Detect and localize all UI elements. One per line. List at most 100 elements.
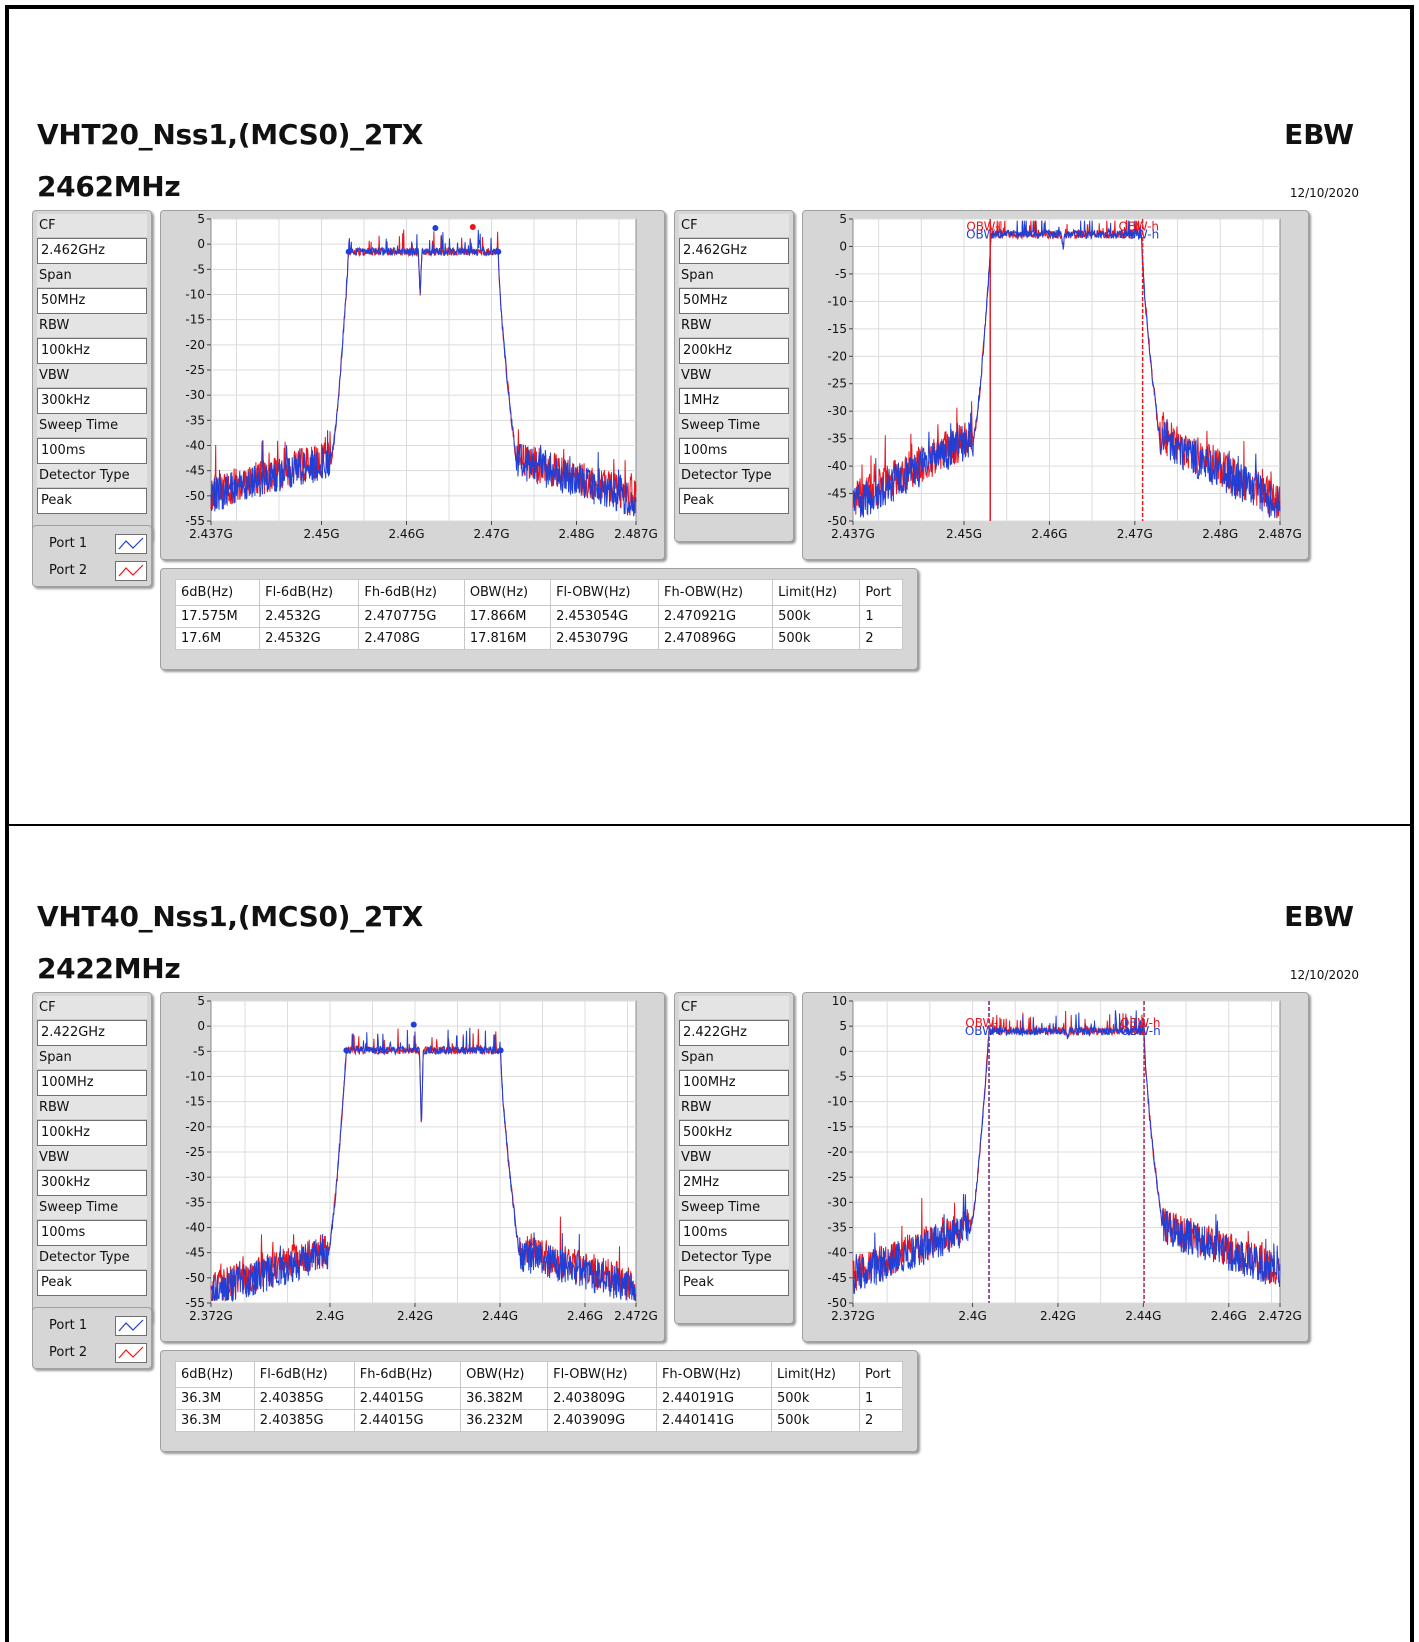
y-tick-label: -30 xyxy=(185,1170,205,1184)
setting-value-field[interactable]: 100ms xyxy=(679,438,789,464)
setting-value-field[interactable]: 2.422GHz xyxy=(679,1020,789,1046)
table-cell: 500k xyxy=(771,1387,860,1410)
x-tick-label: 2.47G xyxy=(1117,527,1153,541)
y-tick-label: -25 xyxy=(185,363,205,377)
setting-value-field[interactable]: 100ms xyxy=(37,438,147,464)
setting-label: RBW xyxy=(679,1096,789,1120)
table-cell: 2.470921G xyxy=(657,605,774,628)
table-cell: 2.44015G xyxy=(353,1409,462,1432)
setting-value-field[interactable]: Peak xyxy=(679,1270,789,1296)
y-tick-label: -40 xyxy=(827,459,847,473)
spectrum-chart: 5 0 -5 -10 -15 -20 -25 -30 -35 -40 -45 -502.437G 2.4… xyxy=(827,212,1301,541)
y-tick-label: 5 xyxy=(197,994,205,1008)
line-style-swatch[interactable] xyxy=(115,1343,147,1363)
port-legend: Port 1 Port 2 xyxy=(32,1307,152,1369)
x-tick-label: 2.45G xyxy=(303,527,339,541)
setting-value-field[interactable]: 300kHz xyxy=(37,1170,147,1196)
x-tick-label: 2.48G xyxy=(558,527,594,541)
x-tick-label: 2.45G xyxy=(946,527,982,541)
setting-value-field[interactable]: 50MHz xyxy=(37,288,147,314)
setting-value-field[interactable]: 500kHz xyxy=(679,1120,789,1146)
setting-value-field[interactable]: Peak xyxy=(37,488,147,514)
table-header-cell: 6dB(Hz) xyxy=(174,579,261,606)
section-divider xyxy=(5,824,1414,826)
table-cell: 500k xyxy=(771,1409,860,1432)
table-cell: 2.40385G xyxy=(253,1409,355,1432)
y-tick-label: 5 xyxy=(839,1019,847,1033)
table-cell: 2.4532G xyxy=(259,605,360,628)
settings-panel: CF 2.422GHz Span 100MHz RBW 100kHz VBW 300kHz Sw… xyxy=(32,992,152,1324)
table-cell: 36.232M xyxy=(460,1409,549,1432)
table-cell: 2 xyxy=(858,1409,904,1432)
ebw-label: EBW xyxy=(1284,900,1354,933)
measurement-section: VHT20_Nss1,(MCS0)_2TX 2462MHz EBW 12/10/202… xyxy=(0,0,1419,780)
y-tick-label: -10 xyxy=(827,1095,847,1109)
line-style-swatch[interactable] xyxy=(115,1316,147,1336)
table-header-cell: Fl-OBW(Hz) xyxy=(547,1361,657,1388)
y-tick-label: -30 xyxy=(827,404,847,418)
setting-value-field[interactable]: 100ms xyxy=(37,1220,147,1246)
setting-label: RBW xyxy=(679,314,789,338)
section-frequency: 2422MHz xyxy=(37,952,181,985)
setting-label: Span xyxy=(679,264,789,288)
y-tick-label: -30 xyxy=(185,388,205,402)
table-cell: 2.403809G xyxy=(547,1387,657,1410)
setting-label: VBW xyxy=(37,1146,147,1170)
table-row: 36.3M 2.40385G 2.44015G 36.232M 2.403909G 2.4… xyxy=(175,1409,904,1432)
table-row: 17.6M 2.4532G 2.4708G 17.816M 2.453079G 2.470… xyxy=(174,627,903,650)
y-tick-label: -15 xyxy=(185,1095,205,1109)
results-table: 6dB(Hz) Fl-6dB(Hz) Fh-6dB(Hz) OBW(Hz) Fl-OBW… xyxy=(174,579,903,650)
y-tick-label: -20 xyxy=(185,1120,205,1134)
table-cell: 2.4532G xyxy=(259,627,360,650)
y-tick-label: -15 xyxy=(827,1120,847,1134)
table-cell: 500k xyxy=(772,627,861,650)
y-tick-label: -50 xyxy=(185,1271,205,1285)
y-tick-label: -45 xyxy=(185,1246,205,1260)
y-tick-label: -35 xyxy=(185,1195,205,1209)
port-label: Port 1 xyxy=(49,536,88,551)
setting-value-field[interactable]: 100kHz xyxy=(37,1120,147,1146)
y-tick-label: -55 xyxy=(185,514,205,528)
swatch-line-icon xyxy=(118,1319,144,1332)
x-tick-label: 2.46G xyxy=(567,1309,603,1323)
y-tick-label: 0 xyxy=(197,237,205,251)
line-style-swatch[interactable] xyxy=(115,534,147,554)
setting-value-field[interactable]: 100MHz xyxy=(37,1070,147,1096)
setting-value-field[interactable]: 2.422GHz xyxy=(37,1020,147,1046)
setting-value-field[interactable]: 200kHz xyxy=(679,338,789,364)
setting-value-field[interactable]: 2.462GHz xyxy=(37,238,147,264)
setting-value-field[interactable]: 2MHz xyxy=(679,1170,789,1196)
table-cell: 36.3M xyxy=(175,1409,255,1432)
table-cell: 2 xyxy=(859,627,903,650)
setting-value-field[interactable]: 2.462GHz xyxy=(679,238,789,264)
y-tick-label: -20 xyxy=(827,1145,847,1159)
setting-value-field[interactable]: 300kHz xyxy=(37,388,147,414)
line-style-swatch[interactable] xyxy=(115,561,147,581)
y-tick-label: -20 xyxy=(827,349,847,363)
results-table-panel: 6dB(Hz) Fl-6dB(Hz) Fh-6dB(Hz) OBW(Hz) Fl-OBW… xyxy=(160,568,918,670)
y-tick-label: -40 xyxy=(185,439,205,453)
setting-value-field[interactable]: 100kHz xyxy=(37,338,147,364)
peak-marker xyxy=(495,248,502,255)
x-tick-label: 2.47G xyxy=(473,527,509,541)
y-tick-label: -25 xyxy=(827,377,847,391)
settings-panel: CF 2.422GHz Span 100MHz RBW 500kHz VBW 2MHz Swee… xyxy=(674,992,794,1324)
setting-label: CF xyxy=(37,996,147,1020)
table-cell: 2.403909G xyxy=(547,1409,657,1432)
setting-value-field[interactable]: 100MHz xyxy=(679,1070,789,1096)
table-cell: 500k xyxy=(772,605,861,628)
y-tick-label: -15 xyxy=(185,313,205,327)
setting-value-field[interactable]: 1MHz xyxy=(679,388,789,414)
setting-label: VBW xyxy=(679,364,789,388)
port1-trace xyxy=(852,1010,1281,1295)
table-header-cell: Fl-6dB(Hz) xyxy=(253,1361,355,1388)
table-header-row: 6dB(Hz) Fl-6dB(Hz) Fh-6dB(Hz) OBW(Hz) Fl-OBW… xyxy=(174,579,903,606)
setting-label: CF xyxy=(37,214,147,238)
setting-value-field[interactable]: Peak xyxy=(37,1270,147,1296)
y-tick-label: -35 xyxy=(827,432,847,446)
setting-value-field[interactable]: Peak xyxy=(679,488,789,514)
setting-value-field[interactable]: 50MHz xyxy=(679,288,789,314)
setting-value-field[interactable]: 100ms xyxy=(679,1220,789,1246)
table-row: 17.575M 2.4532G 2.470775G 17.866M 2.453054G 2… xyxy=(174,605,903,628)
table-cell: 1 xyxy=(859,605,903,628)
